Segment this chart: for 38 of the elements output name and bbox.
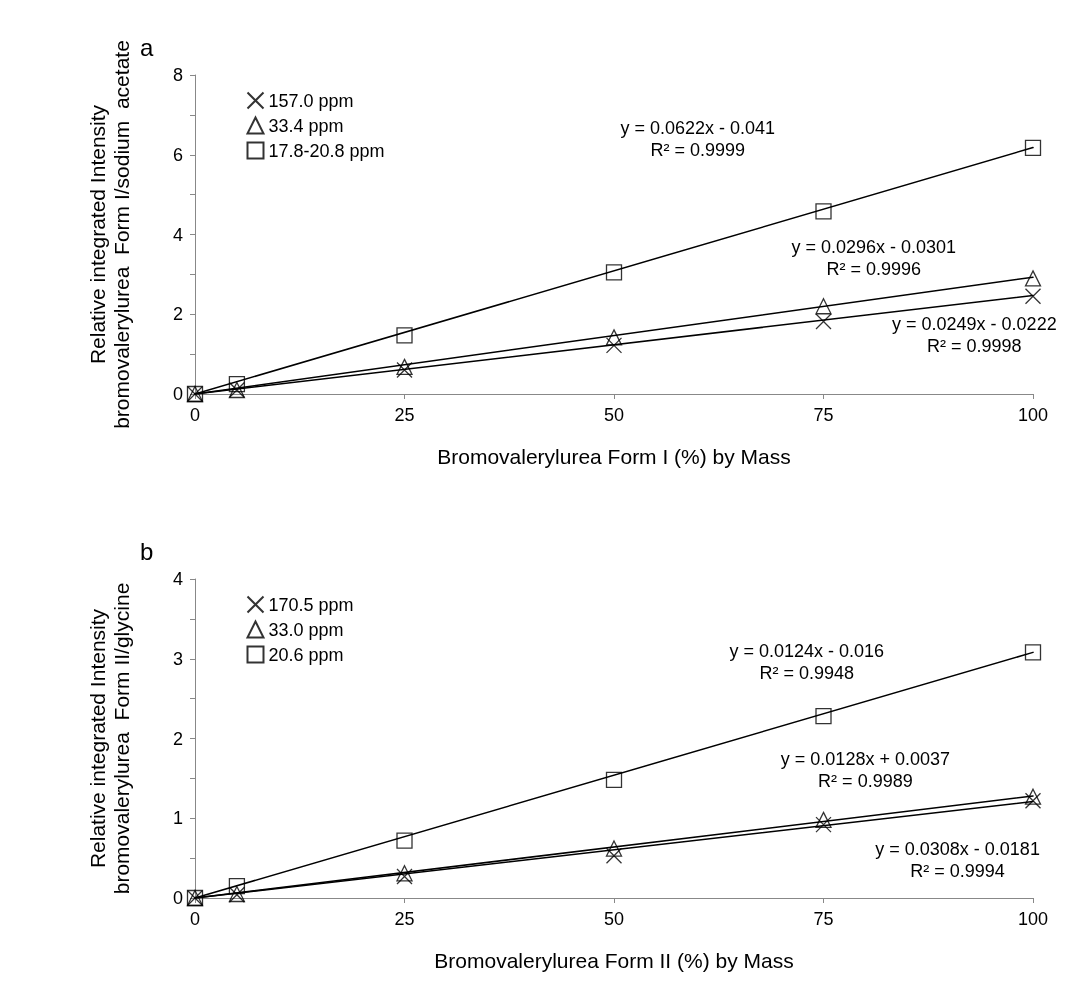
y-tick-label: 2 bbox=[172, 728, 183, 749]
annotation: y = 0.0249x - 0.0222 R² = 0.9998 bbox=[892, 313, 1057, 356]
legend-label: 33.4 ppm bbox=[268, 115, 344, 136]
x-tick-label: 25 bbox=[394, 909, 415, 929]
y-tick-label: 2 bbox=[172, 304, 183, 325]
legend-label: 170.5 ppm bbox=[268, 594, 354, 615]
legend-label: 20.6 ppm bbox=[268, 644, 344, 665]
annotation: y = 0.0296x - 0.0301 R² = 0.9996 bbox=[791, 237, 957, 280]
x-tick-label: 50 bbox=[603, 405, 625, 425]
x-tick-label: 100 bbox=[1017, 405, 1049, 425]
y-tick-label: 0 bbox=[172, 888, 183, 908]
annotation: y = 0.0128x + 0.0037 R² = 0.9989 bbox=[780, 749, 950, 792]
annotation: y = 0.0308x - 0.0181 R² = 0.9994 bbox=[875, 838, 1040, 881]
x-tick-label: 0 bbox=[189, 405, 201, 425]
x-tick-label: 0 bbox=[189, 909, 201, 929]
y-tick-label: 3 bbox=[172, 648, 183, 669]
annotation: y = 0.0622x - 0.041 R² = 0.9999 bbox=[620, 117, 776, 160]
x-tick-label: 75 bbox=[813, 909, 834, 929]
legend-label: 157.0 ppm bbox=[268, 90, 354, 111]
chart-title: a bbox=[140, 33, 154, 61]
x-axis-title: Bromovalerylurea Form I (%) by Mass bbox=[437, 444, 791, 468]
legend-label: 17.8-20.8 ppm bbox=[268, 140, 385, 161]
x-tick-label: 25 bbox=[394, 405, 415, 425]
chart-title: b bbox=[140, 537, 154, 565]
y-tick-label: 4 bbox=[172, 569, 183, 589]
x-tick-label: 50 bbox=[603, 909, 625, 929]
y-tick-label: 1 bbox=[172, 808, 183, 829]
x-tick-label: 100 bbox=[1017, 909, 1049, 929]
y-axis-title: Relative integrated Intensity bromovalerylurea Form II/glycine bbox=[85, 582, 133, 895]
x-tick-label: 75 bbox=[813, 405, 834, 425]
legend-label: 33.0 ppm bbox=[268, 619, 344, 640]
annotation: y = 0.0124x - 0.016 R² = 0.9948 bbox=[729, 640, 885, 683]
y-tick-label: 8 bbox=[172, 65, 183, 85]
y-tick-label: 0 bbox=[172, 384, 183, 404]
x-axis-title: Bromovalerylurea Form II (%) by Mass bbox=[434, 948, 794, 972]
y-tick-label: 4 bbox=[172, 224, 183, 245]
y-axis-title: Relative integrated Intensity bromovalerylurea Form I/sodium acetate bbox=[85, 40, 133, 429]
y-tick-label: 6 bbox=[172, 144, 183, 165]
